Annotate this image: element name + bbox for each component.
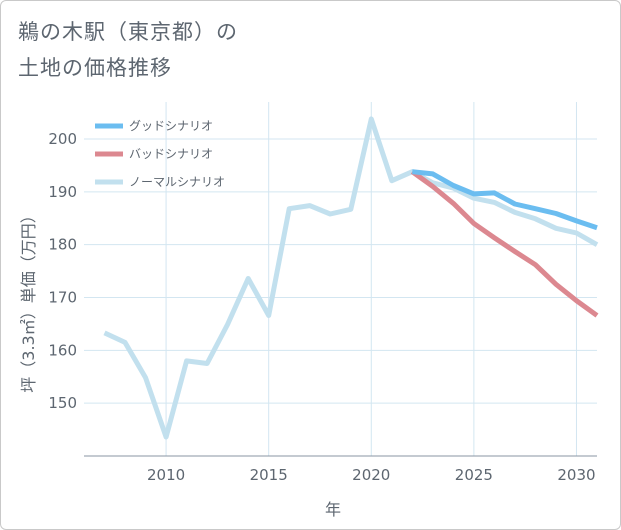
x-tick-labels: 2010 2015 2020 2025 2030	[147, 466, 596, 484]
x-tick-label: 2010	[147, 466, 185, 484]
x-tick-label: 2020	[352, 466, 390, 484]
legend-label: バッドシナリオ	[129, 147, 213, 161]
y-tick-label: 170	[48, 288, 77, 306]
y-tick-label: 200	[48, 130, 77, 148]
series-line	[410, 169, 599, 318]
chart-title-line-1: 鵜の木駅（東京都）の	[18, 20, 238, 44]
legend-label: ノーマルシナリオ	[129, 175, 225, 189]
series-lines	[103, 116, 599, 440]
plot-background	[84, 102, 597, 456]
chart-title: 鵜の木駅（東京都）の 土地の価格推移	[18, 14, 238, 86]
y-tick-label: 190	[48, 183, 77, 201]
legend-label: グッドシナリオ	[129, 119, 213, 133]
series-line	[412, 169, 598, 231]
y-tick-labels: 150 160 170 180 190 200	[48, 130, 77, 412]
x-tick-label: 2025	[455, 466, 493, 484]
x-axis-label: 年	[325, 500, 341, 519]
y-tick-label: 150	[48, 394, 77, 412]
grid-lines	[84, 102, 597, 456]
series-line	[103, 116, 599, 440]
chart-title-line-2: 土地の価格推移	[18, 56, 172, 80]
x-tick-label: 2015	[250, 466, 288, 484]
y-tick-label: 160	[48, 341, 77, 359]
y-tick-label: 180	[48, 236, 77, 254]
y-axis-label: 坪（3.3㎡）単価（万円）	[19, 207, 38, 392]
x-tick-label: 2030	[557, 466, 595, 484]
